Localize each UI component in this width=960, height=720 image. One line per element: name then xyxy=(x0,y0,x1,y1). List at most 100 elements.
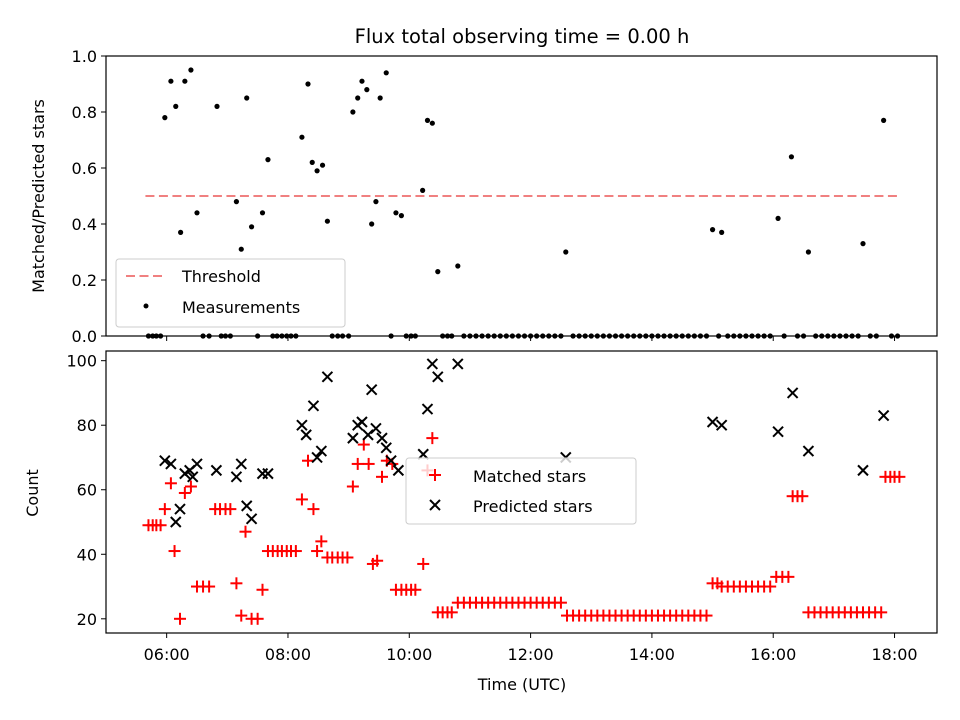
matched-star-marker xyxy=(256,583,269,596)
measurement-point xyxy=(188,67,194,73)
measurement-point xyxy=(781,333,787,339)
legend-measurements-swatch xyxy=(143,303,149,309)
ratio-y-tick-label: 1.0 xyxy=(72,47,97,66)
matched-star-marker xyxy=(315,535,328,548)
measurement-point xyxy=(364,87,370,93)
chart-title: Flux total observing time = 0.00 h xyxy=(355,25,690,48)
matched-star-marker xyxy=(426,432,439,445)
predicted-star-marker xyxy=(307,400,320,412)
measurement-point xyxy=(737,333,743,339)
measurement-point xyxy=(725,333,731,339)
legend-matched-label: Matched stars xyxy=(473,467,586,486)
matched-star-marker xyxy=(289,545,302,558)
measurement-point xyxy=(274,333,280,339)
count-x-tick-label: 06:00 xyxy=(144,645,190,664)
measurement-point xyxy=(244,95,250,101)
count-x-tick-label: 18:00 xyxy=(871,645,917,664)
ratio-legend: Threshold Measurements xyxy=(115,258,346,328)
measurement-point xyxy=(643,333,649,339)
measurement-point xyxy=(153,333,159,339)
matched-star-marker xyxy=(341,551,354,564)
measurement-point xyxy=(509,333,516,339)
legend-predicted-swatch xyxy=(429,499,441,511)
measurement-point xyxy=(618,333,625,339)
predicted-star-marker xyxy=(174,503,186,515)
ratio-y-tick-label: 0.0 xyxy=(72,327,97,346)
ratio-y-tick-label: 0.4 xyxy=(72,215,97,234)
measurement-point xyxy=(800,333,807,339)
measurement-point xyxy=(788,154,795,160)
legend-matched-swatch xyxy=(429,469,441,481)
x-axis-label: Time (UTC) xyxy=(477,675,566,694)
predicted-star-marker xyxy=(376,432,388,444)
matched-star-marker xyxy=(307,503,320,516)
measurement-point xyxy=(270,333,276,339)
measurement-point xyxy=(855,333,861,339)
matched-star-marker xyxy=(230,577,243,590)
predicted-star-marker xyxy=(857,464,869,477)
measurement-point xyxy=(813,333,819,339)
measurement-point xyxy=(150,333,156,339)
legend-measurements-label: Measurements xyxy=(182,298,300,317)
matched-star-marker xyxy=(295,493,308,506)
measurement-point xyxy=(194,210,200,216)
measurement-point xyxy=(716,333,722,339)
legend-predicted-label: Predicted stars xyxy=(473,497,593,516)
matched-star-marker xyxy=(409,583,422,596)
measurement-point xyxy=(521,333,528,339)
predicted-star-marker xyxy=(802,445,815,457)
predicted-star-marker xyxy=(362,429,374,441)
measurement-point xyxy=(570,333,576,339)
measurement-point xyxy=(424,117,431,123)
measurement-point xyxy=(637,333,643,339)
measurement-point xyxy=(279,333,285,339)
measurement-point xyxy=(288,333,294,339)
measurement-point xyxy=(479,333,485,339)
matched-star-marker xyxy=(764,580,777,593)
measurement-point xyxy=(350,109,356,115)
measurement-point xyxy=(805,249,812,255)
measurement-point xyxy=(731,333,737,339)
measurement-point xyxy=(655,333,661,339)
predicted-star-marker xyxy=(421,403,434,415)
measurement-point xyxy=(594,333,600,339)
predicted-star-marker xyxy=(300,429,312,441)
measurement-point xyxy=(233,199,240,205)
predicted-star-marker xyxy=(877,409,890,422)
measurement-point xyxy=(691,333,697,339)
measurement-point xyxy=(743,333,749,339)
matched-star-marker xyxy=(301,454,314,467)
predicted-star-marker xyxy=(706,416,719,428)
count-y-axis-label: Count xyxy=(23,469,42,517)
measurement-point xyxy=(685,333,691,339)
count-x-ticks: 06:00 08:00 10:00 12:00 14:00 16:00 18:00 xyxy=(144,633,918,664)
matched-star-marker xyxy=(311,545,324,558)
ratio-y-tick-label: 0.8 xyxy=(72,103,97,122)
measurement-point xyxy=(388,333,394,339)
measurement-point xyxy=(831,333,837,339)
measurement-point xyxy=(429,120,435,126)
matched-star-marker xyxy=(893,470,906,483)
matched-star-marker xyxy=(782,570,795,583)
measurement-point xyxy=(819,333,825,339)
measurement-point xyxy=(293,333,299,339)
measurement-point xyxy=(719,229,725,235)
measurement-point xyxy=(576,333,582,339)
predicted-star-marker xyxy=(432,371,444,383)
measurement-point xyxy=(265,157,271,163)
measurement-point xyxy=(775,215,781,221)
measurement-point xyxy=(709,227,716,233)
measurement-point xyxy=(540,333,546,339)
measurement-point xyxy=(491,333,497,339)
measurement-point xyxy=(749,333,755,339)
measurement-point xyxy=(485,333,491,339)
measurement-point xyxy=(435,269,441,275)
matched-star-marker xyxy=(203,580,216,593)
matched-star-marker xyxy=(178,486,191,499)
measurement-point xyxy=(881,117,887,123)
measurement-point xyxy=(837,333,843,339)
measurement-point xyxy=(761,333,767,339)
matched-star-marker xyxy=(362,457,375,470)
predicted-star-marker xyxy=(210,464,223,477)
measurement-point xyxy=(145,333,152,339)
